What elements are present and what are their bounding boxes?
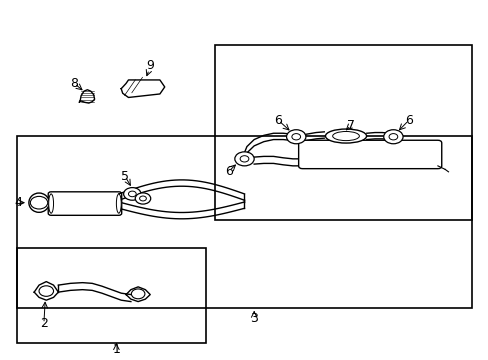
Circle shape: [39, 286, 53, 296]
Ellipse shape: [29, 193, 49, 212]
Text: 5: 5: [121, 170, 129, 183]
Text: 1: 1: [112, 343, 120, 356]
Ellipse shape: [49, 194, 53, 213]
Bar: [17, 136, 471, 308]
Circle shape: [286, 130, 305, 144]
Bar: [215, 45, 471, 220]
Circle shape: [383, 130, 402, 144]
Text: 6: 6: [224, 165, 232, 177]
Text: 7: 7: [346, 119, 354, 132]
Circle shape: [30, 196, 48, 209]
Ellipse shape: [332, 131, 359, 141]
Text: 9: 9: [146, 59, 154, 72]
Polygon shape: [121, 80, 164, 98]
Ellipse shape: [116, 194, 121, 213]
Circle shape: [135, 193, 150, 204]
Circle shape: [139, 196, 146, 201]
Circle shape: [234, 152, 254, 166]
Circle shape: [291, 134, 300, 140]
Text: 4: 4: [15, 196, 22, 209]
Text: 8: 8: [70, 77, 78, 90]
Bar: [17, 248, 205, 343]
Circle shape: [131, 289, 144, 299]
Ellipse shape: [325, 129, 366, 143]
FancyBboxPatch shape: [48, 192, 122, 215]
FancyBboxPatch shape: [298, 140, 441, 169]
Circle shape: [240, 156, 248, 162]
Text: 6: 6: [274, 114, 282, 127]
Circle shape: [128, 191, 136, 197]
Text: 3: 3: [250, 312, 258, 325]
Circle shape: [388, 134, 397, 140]
Text: 2: 2: [40, 317, 48, 330]
Circle shape: [123, 188, 141, 200]
Text: 6: 6: [404, 114, 412, 127]
